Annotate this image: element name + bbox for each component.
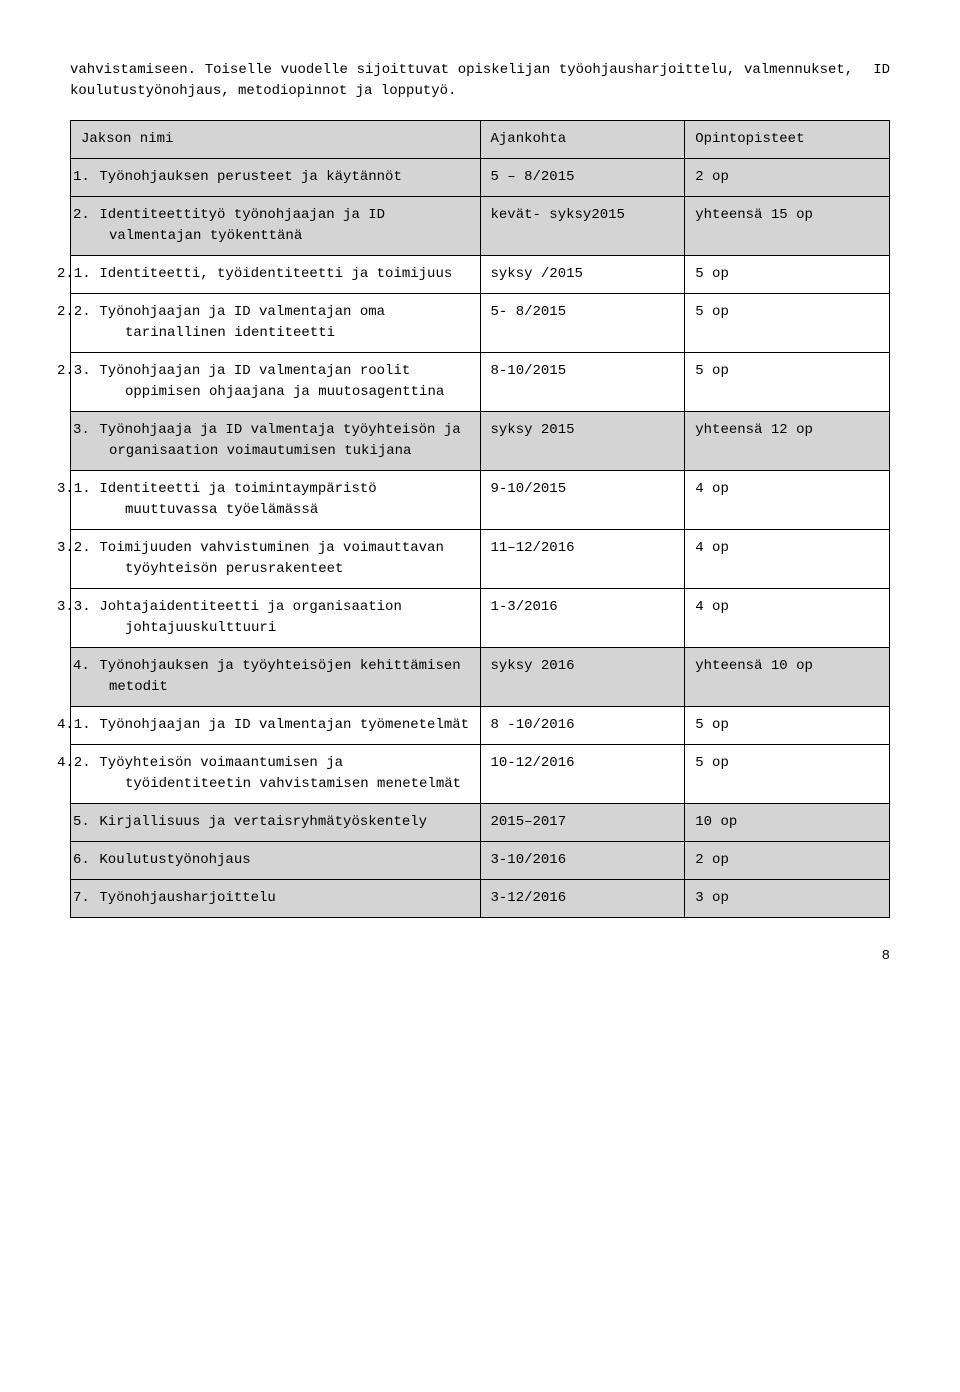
intro-text: vahvistamiseen. Toiselle vuodelle sijoit…: [70, 62, 853, 99]
row-label: Identiteetti, työidentiteetti ja toimiju…: [91, 266, 452, 282]
table-row: 5. Kirjallisuus ja vertaisryhmätyöskente…: [71, 804, 890, 842]
table-row: 3.3. Johtajaidentiteetti ja organisaatio…: [71, 589, 890, 648]
row-time-cell: syksy 2016: [480, 648, 685, 707]
row-title-cell: 4. Työnohjauksen ja työyhteisöjen kehitt…: [71, 648, 481, 707]
row-points-cell: 10 op: [685, 804, 890, 842]
row-time-cell: 5- 8/2015: [480, 294, 685, 353]
row-points-cell: 4 op: [685, 589, 890, 648]
row-label: Työnohjauksen perusteet ja käytännöt: [91, 169, 402, 185]
table-row: 2.3. Työnohjaajan ja ID valmentajan rool…: [71, 353, 890, 412]
table-row: 3.1. Identiteetti ja toimintaympäristö m…: [71, 471, 890, 530]
table-row: 6. Koulutustyönohjaus3-10/20162 op: [71, 842, 890, 880]
row-points-cell: 5 op: [685, 294, 890, 353]
row-label: Työnohjausharjoittelu: [91, 890, 276, 906]
row-label: Toimijuuden vahvistuminen ja voimauttava…: [91, 540, 444, 577]
row-title-cell: 6. Koulutustyönohjaus: [71, 842, 481, 880]
intro-paragraph: ID vahvistamiseen. Toiselle vuodelle sij…: [70, 60, 890, 102]
row-label: Koulutustyönohjaus: [91, 852, 251, 868]
row-time-cell: 10-12/2016: [480, 745, 685, 804]
row-points-cell: 5 op: [685, 707, 890, 745]
row-time-cell: 3-12/2016: [480, 880, 685, 918]
curriculum-table: Jakson nimiAjankohtaOpintopisteet1. Työn…: [70, 120, 890, 918]
table-row: 3.2. Toimijuuden vahvistuminen ja voimau…: [71, 530, 890, 589]
table-header-cell: Jakson nimi: [71, 121, 481, 159]
row-label: Työnohjauksen ja työyhteisöjen kehittämi…: [91, 658, 461, 695]
table-row: 2.2. Työnohjaajan ja ID valmentajan oma …: [71, 294, 890, 353]
table-row: 1. Työnohjauksen perusteet ja käytännöt5…: [71, 159, 890, 197]
row-points-cell: 5 op: [685, 353, 890, 412]
row-points-cell: 4 op: [685, 471, 890, 530]
row-time-cell: kevät- syksy2015: [480, 197, 685, 256]
row-time-cell: 9-10/2015: [480, 471, 685, 530]
row-time-cell: 8-10/2015: [480, 353, 685, 412]
row-time-cell: 5 – 8/2015: [480, 159, 685, 197]
row-time-cell: syksy /2015: [480, 256, 685, 294]
row-label: Työnohjaajan ja ID valmentajan oma tarin…: [91, 304, 385, 341]
table-row: 4.2. Työyhteisön voimaantumisen ja työid…: [71, 745, 890, 804]
row-title-cell: 3. Työnohjaaja ja ID valmentaja työyhtei…: [71, 412, 481, 471]
row-points-cell: yhteensä 15 op: [685, 197, 890, 256]
row-label: Identiteetti ja toimintaympäristö muuttu…: [91, 481, 377, 518]
page-number: 8: [70, 946, 890, 967]
table-row: 4.1. Työnohjaajan ja ID valmentajan työm…: [71, 707, 890, 745]
row-title-cell: 2. Identiteettityö työnohjaajan ja ID va…: [71, 197, 481, 256]
row-points-cell: 5 op: [685, 256, 890, 294]
row-label: Johtajaidentiteetti ja organisaation joh…: [91, 599, 402, 636]
row-title-cell: 1. Työnohjauksen perusteet ja käytännöt: [71, 159, 481, 197]
row-time-cell: 2015–2017: [480, 804, 685, 842]
row-label: Identiteettityö työnohjaajan ja ID valme…: [91, 207, 385, 244]
row-title-cell: 5. Kirjallisuus ja vertaisryhmätyöskente…: [71, 804, 481, 842]
table-header-cell: Ajankohta: [480, 121, 685, 159]
row-time-cell: 11–12/2016: [480, 530, 685, 589]
row-title-cell: 3.3. Johtajaidentiteetti ja organisaatio…: [71, 589, 481, 648]
row-title-cell: 7. Työnohjausharjoittelu: [71, 880, 481, 918]
row-time-cell: 1-3/2016: [480, 589, 685, 648]
row-time-cell: syksy 2015: [480, 412, 685, 471]
row-label: Työnohjaajan ja ID valmentajan roolit op…: [91, 363, 444, 400]
row-title-cell: 2.1. Identiteetti, työidentiteetti ja to…: [71, 256, 481, 294]
row-points-cell: 3 op: [685, 880, 890, 918]
row-label: Kirjallisuus ja vertaisryhmätyöskentely: [91, 814, 427, 830]
row-points-cell: yhteensä 12 op: [685, 412, 890, 471]
row-title-cell: 2.3. Työnohjaajan ja ID valmentajan rool…: [71, 353, 481, 412]
row-label: Työnohjaajan ja ID valmentajan työmenete…: [91, 717, 469, 733]
row-label: Työnohjaaja ja ID valmentaja työyhteisön…: [91, 422, 461, 459]
row-title-cell: 3.2. Toimijuuden vahvistuminen ja voimau…: [71, 530, 481, 589]
table-row: 2. Identiteettityö työnohjaajan ja ID va…: [71, 197, 890, 256]
table-header-cell: Opintopisteet: [685, 121, 890, 159]
row-title-cell: 3.1. Identiteetti ja toimintaympäristö m…: [71, 471, 481, 530]
row-title-cell: 4.2. Työyhteisön voimaantumisen ja työid…: [71, 745, 481, 804]
row-points-cell: 2 op: [685, 842, 890, 880]
row-label: Työyhteisön voimaantumisen ja työidentit…: [91, 755, 461, 792]
table-row: 2.1. Identiteetti, työidentiteetti ja to…: [71, 256, 890, 294]
row-points-cell: yhteensä 10 op: [685, 648, 890, 707]
table-row: 7. Työnohjausharjoittelu3-12/20163 op: [71, 880, 890, 918]
row-title-cell: 4.1. Työnohjaajan ja ID valmentajan työm…: [71, 707, 481, 745]
id-tag: ID: [873, 60, 890, 81]
row-points-cell: 2 op: [685, 159, 890, 197]
table-row: 3. Työnohjaaja ja ID valmentaja työyhtei…: [71, 412, 890, 471]
table-row: 4. Työnohjauksen ja työyhteisöjen kehitt…: [71, 648, 890, 707]
row-points-cell: 5 op: [685, 745, 890, 804]
row-time-cell: 3-10/2016: [480, 842, 685, 880]
row-points-cell: 4 op: [685, 530, 890, 589]
table-header-row: Jakson nimiAjankohtaOpintopisteet: [71, 121, 890, 159]
row-time-cell: 8 -10/2016: [480, 707, 685, 745]
row-title-cell: 2.2. Työnohjaajan ja ID valmentajan oma …: [71, 294, 481, 353]
